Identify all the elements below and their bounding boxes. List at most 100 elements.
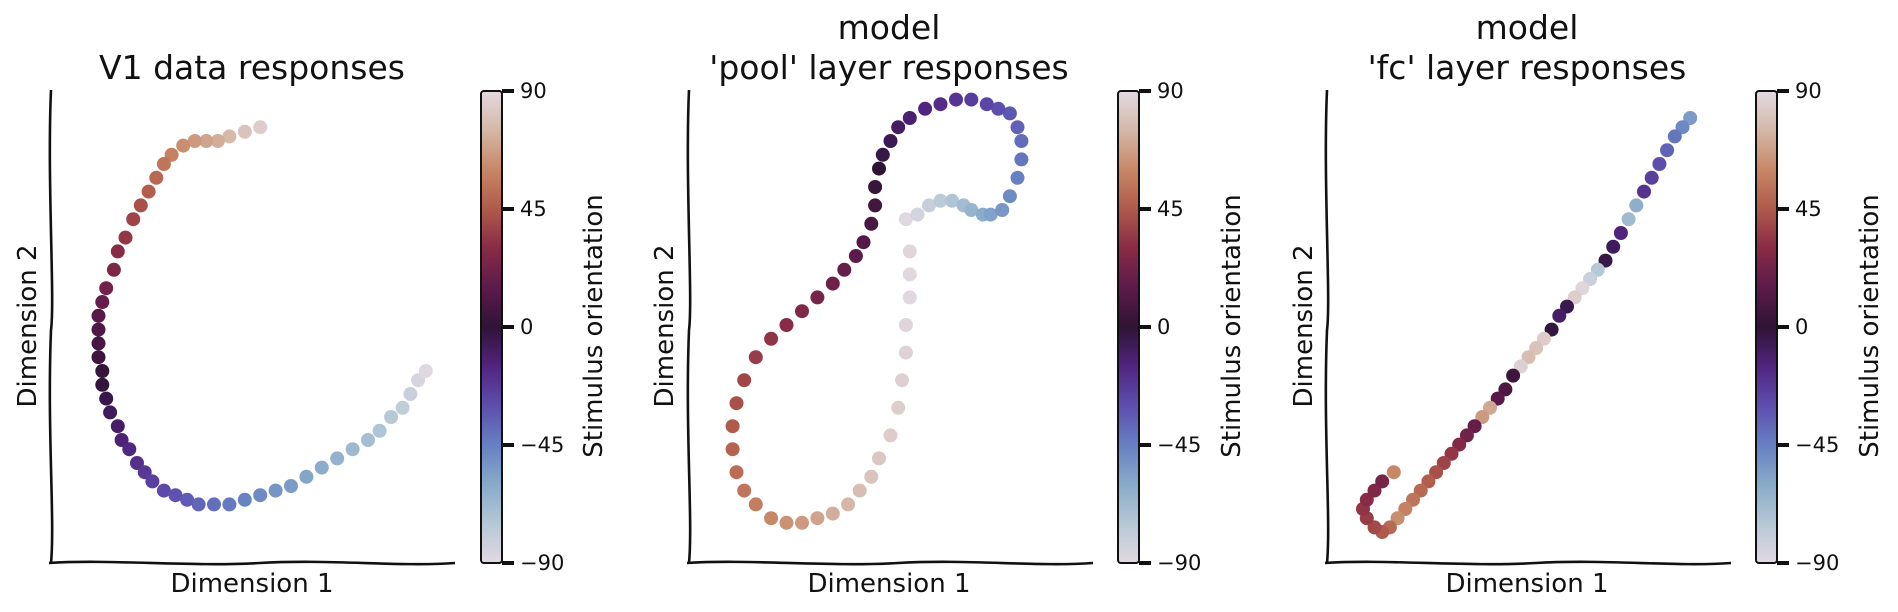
data-point [1386,465,1401,480]
data-point [130,456,144,470]
colorbar-tick-label: 45 [1795,197,1822,221]
panel-pool-x-axis-label: Dimension 1 [807,569,970,599]
data-point [1444,446,1459,461]
data-point [764,511,779,526]
data-point [875,147,890,162]
data-point [253,120,268,135]
panel-fc-points [1356,111,1698,539]
data-point [910,207,925,222]
colorbar-tick-label: 0 [1795,315,1808,339]
data-point [95,364,110,378]
data-point [825,506,840,521]
data-point [403,387,418,401]
data-point [1590,262,1605,277]
data-point [779,515,794,530]
colorbar-tick-label: 90 [520,79,547,103]
panel-fc: model 'fc' layer responses Dimension 1 D… [1289,8,1885,599]
data-point [1637,184,1651,199]
data-point [748,497,763,512]
data-point [207,497,221,512]
data-point [384,410,399,424]
data-point [1459,428,1474,443]
data-point [95,377,110,392]
data-point [891,120,906,135]
data-point [1529,341,1544,355]
colorbar-tick-label: −45 [1795,433,1839,457]
colorbar-tick-label: 90 [1795,79,1822,103]
data-point [1513,359,1528,374]
panel-pool-title-line-2: 'pool' layer responses [709,48,1069,87]
data-point [1575,281,1590,296]
data-point [168,488,183,503]
data-point [864,469,879,484]
data-point [895,373,909,388]
data-point [1406,492,1420,507]
colorbar-tick-label: 0 [1157,315,1170,339]
data-point [883,428,898,443]
panel-fc-y-axis [1324,89,1330,564]
data-point [395,400,410,415]
data-point [1552,308,1567,323]
data-point [983,207,998,222]
panel-pool-y-axis [686,89,692,564]
data-point [91,336,106,351]
data-point [841,497,856,512]
data-point [1621,212,1636,227]
data-point [737,483,752,498]
data-point [133,198,148,213]
data-point [411,373,426,388]
data-point [1010,120,1025,135]
data-point [1613,226,1628,240]
data-point [210,134,225,148]
data-point [949,92,963,107]
data-point [864,216,879,231]
data-point [156,483,171,498]
data-point [118,230,133,245]
panel-v1-y-axis-label: Dimension 2 [13,244,43,407]
data-point [1490,391,1505,406]
data-point [187,134,202,148]
data-point [1398,502,1413,516]
data-point [868,198,883,213]
data-point [268,483,283,498]
data-point [1544,322,1559,337]
data-point [810,290,825,305]
data-point [872,161,886,176]
data-point [933,97,948,112]
panel-v1-x-axis-label: Dimension 1 [170,569,333,599]
panel-fc-title-line-2: 'fc' layer responses [1368,48,1687,87]
data-point [1475,410,1490,424]
colorbar-tick-label: −90 [1795,551,1839,575]
data-point [1014,152,1029,167]
data-point [110,419,125,434]
data-point [1367,483,1382,498]
data-point [825,276,840,291]
colorbar-tick-label: 0 [520,315,533,339]
panel-fc-colorbar [1755,90,1778,564]
data-point [945,193,960,208]
data-point [725,442,740,457]
data-point [122,442,137,457]
data-point [1014,134,1029,148]
data-point [979,97,994,112]
data-point [898,345,913,360]
data-point [898,318,913,332]
data-point [1560,299,1574,314]
data-point [1583,272,1598,286]
data-point [902,244,917,259]
data-point [191,497,206,512]
data-point [91,350,106,365]
data-point [126,212,141,227]
panel-fc-x-axis [1324,560,1732,566]
data-point [852,483,867,498]
data-point [1467,419,1482,434]
data-point [868,180,883,194]
data-point [1429,465,1444,480]
panel-pool: model 'pool' layer responses Dimension 1… [650,8,1247,599]
data-point [222,497,237,512]
data-point [299,469,314,484]
panel-v1: V1 data responses Dimension 1 Dimension … [13,48,609,599]
data-point [99,281,114,296]
colorbar-tick-label: 45 [520,197,547,221]
